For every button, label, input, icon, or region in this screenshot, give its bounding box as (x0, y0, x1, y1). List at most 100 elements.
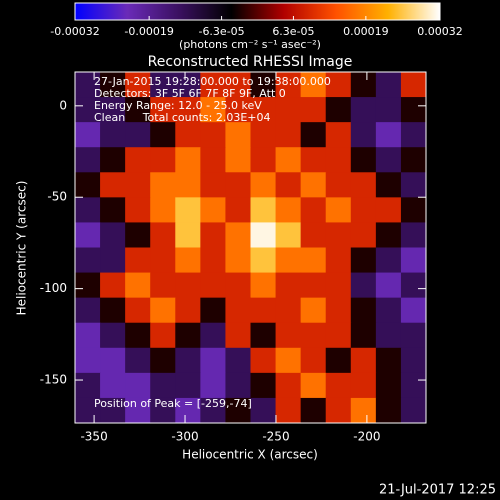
heatmap-cell (150, 347, 176, 374)
heatmap-cell (375, 347, 402, 374)
heatmap-cell (200, 272, 226, 299)
heatmap-cell (225, 97, 251, 123)
heatmap-cell (300, 222, 327, 248)
heatmap-cell (225, 397, 251, 424)
heatmap-cell (250, 347, 277, 374)
heatmap-cell (375, 122, 402, 148)
heatmap-cell (200, 197, 226, 223)
heatmap-cell (400, 372, 427, 399)
heatmap-cell (200, 97, 226, 123)
heatmap-cell (100, 297, 126, 324)
x-tick-label: -300 (171, 430, 198, 444)
heatmap-cell (200, 72, 226, 98)
heatmap-cell (300, 322, 327, 349)
heatmap-cell (250, 322, 277, 349)
heatmap-cell (325, 347, 352, 374)
heatmap-cell (75, 172, 101, 198)
heatmap-cell (150, 297, 176, 324)
heatmap-cell (400, 322, 427, 349)
heatmap-cell (275, 197, 302, 223)
heatmap-cell (100, 322, 126, 349)
heatmap-cell (200, 222, 226, 248)
heatmap-cell (350, 122, 377, 148)
heatmap-cell (325, 197, 352, 223)
heatmap-cell (125, 72, 151, 98)
heatmap-cell (175, 347, 201, 374)
heatmap-cell (325, 272, 352, 299)
x-tick-label: -250 (262, 430, 289, 444)
heatmap-cell (250, 197, 277, 223)
heatmap-cell (400, 122, 427, 148)
heatmap-cell (275, 147, 302, 173)
heatmap-cell (375, 147, 402, 173)
heatmap-cell (275, 72, 302, 98)
heatmap-cell (325, 322, 352, 349)
heatmap-cell (325, 172, 352, 198)
heatmap-cell (400, 97, 427, 123)
heatmap-cell (225, 372, 251, 399)
heatmap-cell (200, 147, 226, 173)
heatmap-cell (100, 172, 126, 198)
heatmap-cell (75, 197, 101, 223)
heatmap-cell (400, 197, 427, 223)
heatmap-cell (250, 297, 277, 324)
heatmap-cell (200, 347, 226, 374)
chart-title: Reconstructed RHESSI Image (148, 54, 353, 70)
colorbar (74, 2, 441, 21)
heatmap-cell (100, 197, 126, 223)
heatmap-cell (325, 222, 352, 248)
heatmap-cell (350, 97, 377, 123)
heatmap-cell (375, 397, 402, 424)
heatmap-cell (350, 322, 377, 349)
heatmap-cell (350, 197, 377, 223)
heatmap-cell (375, 322, 402, 349)
heatmap-cell (275, 397, 302, 424)
heatmap-cell (100, 372, 126, 399)
heatmap-cell (125, 272, 151, 299)
annotation: Clean Total counts: 2.03E+04 (94, 111, 271, 124)
heatmap-cell (125, 97, 151, 123)
heatmap-cell (125, 147, 151, 173)
heatmap-cell (375, 72, 402, 98)
heatmap-cell (250, 172, 277, 198)
heatmap-cell (150, 72, 176, 98)
heatmap-cell (200, 297, 226, 324)
heatmap-cell (300, 122, 327, 148)
heatmap-cell (375, 172, 402, 198)
heatmap-cell (75, 322, 101, 349)
heatmap-cell (75, 122, 101, 148)
colorbar-tick-label: 0.00019 (343, 25, 389, 38)
heatmap-cell (250, 247, 277, 274)
heatmap-cell (350, 297, 377, 324)
heatmap-cell (400, 347, 427, 374)
y-tick-label: -50 (47, 190, 67, 204)
heatmap-cell (375, 272, 402, 299)
heatmap-cell (300, 247, 327, 274)
heatmap-cell (225, 322, 251, 349)
heatmap-cell (75, 372, 101, 399)
heatmap-cell (225, 72, 251, 98)
y-tick-label: -150 (40, 373, 67, 387)
heatmap-cell (75, 297, 101, 324)
heatmap-cell (325, 372, 352, 399)
heatmap-cell (225, 272, 251, 299)
annotation: 27-Jan-2015 19:28:00.000 to 19:38:00.000 (94, 75, 331, 88)
heatmap-cell (375, 297, 402, 324)
heatmap-cell (125, 372, 151, 399)
heatmap-cell (150, 122, 176, 148)
heatmap-cell (300, 272, 327, 299)
heatmap-cell (350, 347, 377, 374)
heatmap-cell (300, 347, 327, 374)
heatmap-cell (225, 347, 251, 374)
heatmap-cell (300, 72, 327, 98)
heatmap-cell (225, 222, 251, 248)
heatmap-cell (325, 147, 352, 173)
heatmap-cell (275, 172, 302, 198)
heatmap-cell (125, 247, 151, 274)
heatmap-cell (100, 247, 126, 274)
annotation: Energy Range: 12.0 - 25.0 keV (94, 99, 262, 112)
heatmap-cell (325, 122, 352, 148)
heatmap-cell (400, 297, 427, 324)
heatmap-cell (200, 322, 226, 349)
